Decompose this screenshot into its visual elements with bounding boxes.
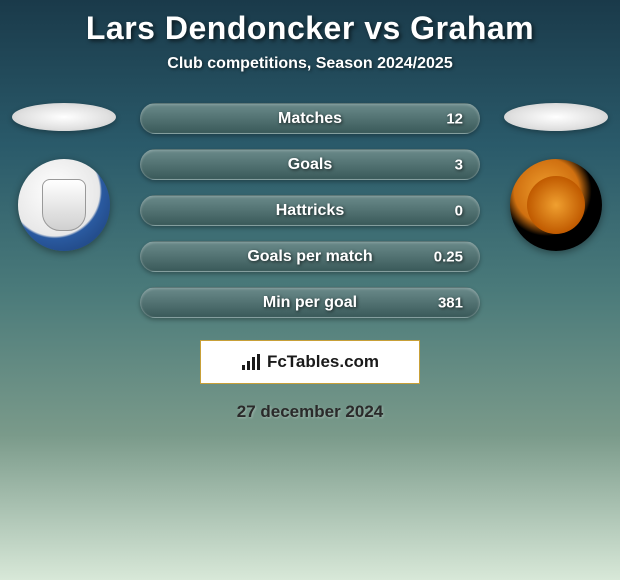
brand-link[interactable]: FcTables.com — [200, 340, 420, 384]
stat-value-right: 381 — [438, 294, 463, 311]
stat-label: Matches — [278, 110, 342, 128]
stat-row-matches: Matches 12 — [140, 103, 480, 134]
player-right-silhouette — [504, 103, 608, 131]
content-row: Matches 12 Goals 3 Hattricks 0 Goals per… — [0, 103, 620, 318]
stat-row-hattricks: Hattricks 0 — [140, 195, 480, 226]
club-shield-icon — [42, 179, 86, 231]
stat-label: Min per goal — [263, 294, 357, 312]
player-left-silhouette — [12, 103, 116, 131]
stat-label: Hattricks — [276, 202, 344, 220]
stat-row-goals: Goals 3 — [140, 149, 480, 180]
subtitle: Club competitions, Season 2024/2025 — [167, 55, 452, 73]
stat-value-right: 0.25 — [434, 248, 463, 265]
club-logo-left — [18, 159, 110, 251]
stat-label: Goals per match — [247, 248, 372, 266]
stat-label: Goals — [288, 156, 332, 174]
stats-column: Matches 12 Goals 3 Hattricks 0 Goals per… — [130, 103, 490, 318]
stat-value-right: 3 — [455, 156, 463, 173]
right-player-col — [500, 103, 612, 251]
stat-value-right: 0 — [455, 202, 463, 219]
club-crest-icon — [527, 176, 585, 234]
comparison-card: Lars Dendoncker vs Graham Club competiti… — [0, 0, 620, 422]
page-title: Lars Dendoncker vs Graham — [86, 10, 534, 47]
left-player-col — [8, 103, 120, 251]
brand-text: FcTables.com — [267, 352, 379, 372]
chart-icon — [241, 353, 261, 371]
stat-value-right: 12 — [446, 110, 463, 127]
stat-row-gpm: Goals per match 0.25 — [140, 241, 480, 272]
date-text: 27 december 2024 — [237, 402, 384, 422]
stat-row-mpg: Min per goal 381 — [140, 287, 480, 318]
club-logo-right — [510, 159, 602, 251]
